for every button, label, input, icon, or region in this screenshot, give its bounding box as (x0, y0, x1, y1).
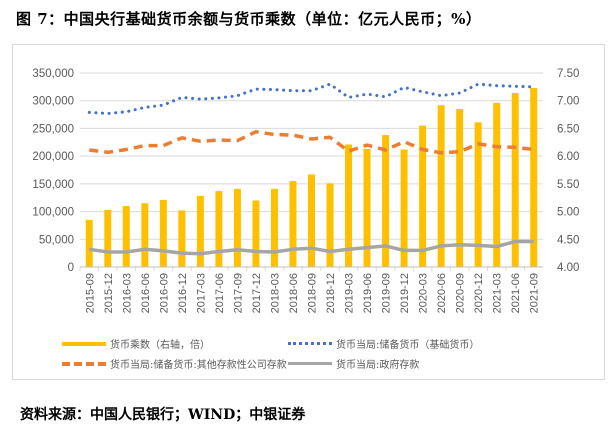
bar-multiplier (437, 105, 445, 267)
x-tick-label: 2020-09 (455, 273, 467, 313)
bar-multiplier (270, 188, 278, 267)
legend-label: 货币当局:储备货币（基础货币） (336, 340, 480, 351)
x-tick-label: 2019-09 (381, 273, 393, 313)
right-tick-label: 7.00 (557, 96, 579, 108)
x-tick-label: 2017-06 (214, 273, 226, 313)
legend-item-multiplier: 货币乘数（右轴，倍） (62, 336, 210, 351)
left-tick-label: 250,000 (32, 123, 74, 135)
x-tick-label: 2016-06 (140, 273, 152, 313)
bar-multiplier (456, 109, 464, 268)
bar-multiplier (493, 102, 501, 267)
legend-swatch-dashed (62, 361, 106, 366)
bar-multiplier (345, 144, 353, 267)
x-tick-label: 2017-12 (251, 273, 263, 313)
bar-multiplier (215, 191, 223, 267)
x-tick-label: 2019-12 (399, 273, 411, 313)
right-tick-label: 5.50 (557, 179, 579, 191)
bar-multiplier (196, 196, 204, 267)
bar-multiplier (363, 148, 371, 267)
left-tick-label: 50,000 (39, 234, 74, 246)
right-tick-label: 7.50 (557, 68, 579, 80)
left-tick-label: 300,000 (32, 96, 74, 108)
bar-multiplier (382, 135, 390, 267)
x-tick-label: 2018-09 (307, 273, 319, 313)
x-tick-label: 2015-12 (103, 273, 115, 313)
legend-item-gov-deposits: 货币当局:政府存款 (288, 356, 419, 371)
left-tick-label: 200,000 (32, 151, 74, 163)
bar-multiplier (400, 149, 408, 267)
right-tick-label: 4.50 (557, 234, 579, 246)
bar-multiplier (474, 122, 482, 268)
source-note: 资料来源：中国人民银行；WIND；中银证券 (20, 407, 306, 423)
right-tick-label: 5.00 (557, 207, 579, 219)
bar-multiplier (252, 200, 260, 267)
legend-item-other-deposits: 货币当局:储备货币:其他存款性公司存款 (62, 356, 287, 371)
x-tick-label: 2018-03 (269, 273, 281, 313)
bar-multiplier (85, 219, 93, 267)
x-tick-label: 2019-03 (344, 273, 356, 313)
legend-swatch-bar (62, 341, 106, 346)
right-tick-label: 4.00 (557, 262, 579, 274)
legend-item-base-money: 货币当局:储备货币（基础货币） (288, 336, 479, 351)
x-tick-label: 2016-03 (121, 273, 133, 313)
legend-label: 货币乘数（右轴，倍） (110, 340, 210, 351)
legend-label: 货币当局:储备货币:其他存款性公司存款 (110, 360, 287, 371)
bar-multiplier (178, 210, 186, 267)
bar-multiplier (233, 188, 241, 267)
left-tick-label: 350,000 (32, 68, 74, 80)
x-tick-label: 2021-03 (492, 273, 504, 313)
x-tick-label: 2016-09 (158, 273, 170, 313)
bar-multiplier (419, 125, 427, 268)
x-tick-label: 2020-03 (418, 273, 430, 313)
bar-multiplier (326, 183, 334, 267)
bar-multiplier (159, 199, 167, 267)
bar-multiplier (141, 203, 149, 267)
bar-multiplier (511, 92, 519, 267)
bar-multiplier (308, 174, 315, 267)
bar-multiplier (530, 87, 538, 267)
legend-swatch-solid (288, 362, 332, 365)
figure-title: 图 7：中国央行基础货币余额与货币乘数（单位：亿元人民币；%） (16, 10, 482, 28)
x-tick-label: 2019-06 (362, 273, 374, 313)
chart-frame (12, 44, 605, 380)
x-tick-label: 2020-06 (436, 273, 448, 313)
line-series-1 (87, 82, 536, 115)
x-tick-label: 2016-12 (177, 273, 189, 313)
left-tick-label: 150,000 (32, 179, 74, 191)
line-series-2 (89, 130, 534, 155)
x-tick-label: 2018-12 (325, 273, 337, 313)
x-tick-label: 2015-09 (84, 273, 96, 313)
bar-multiplier (104, 209, 112, 267)
right-tick-label: 6.00 (557, 151, 579, 163)
left-tick-label: 100,000 (32, 207, 74, 219)
right-tick-label: 6.50 (557, 123, 579, 135)
x-tick-label: 2021-06 (510, 273, 522, 313)
x-tick-label: 2017-09 (232, 273, 244, 313)
left-tick-label: 0 (68, 262, 74, 274)
legend-label: 货币当局:政府存款 (336, 360, 420, 371)
legend-swatch-dotted (288, 342, 332, 345)
x-tick-label: 2020-12 (473, 273, 485, 313)
x-tick-label: 2017-03 (195, 273, 207, 313)
bar-multiplier (289, 181, 297, 267)
x-tick-label: 2018-06 (288, 273, 300, 313)
x-tick-label: 2021-09 (529, 273, 541, 313)
line-series-3 (89, 239, 534, 256)
bar-multiplier (122, 206, 130, 267)
